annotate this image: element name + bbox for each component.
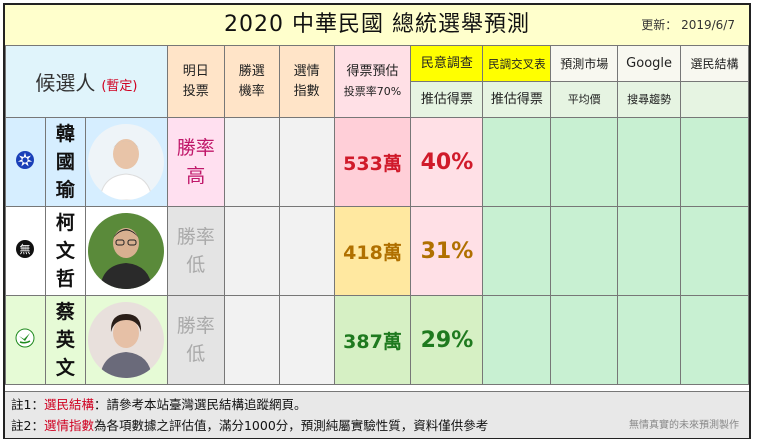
- header-google[interactable]: Google: [617, 45, 682, 82]
- header-market[interactable]: 預測市場: [550, 45, 619, 82]
- tomorrow-vote-cell: 勝率低: [166, 206, 225, 296]
- header-structure[interactable]: 選民結構: [680, 45, 749, 82]
- prediction-table: 候選人 (暫定) 明日 投票 勝選 機率 選情 指數 得票預估 投票率70% 民意調查 民…: [5, 45, 749, 385]
- notes-section: 註1：選民結構：請參考本站臺灣選民結構追蹤網頁。 註2：選情指數為各項數據之評估…: [5, 391, 749, 438]
- vote-estimate-cell: 387萬: [333, 295, 412, 385]
- candidate-photo: [84, 206, 168, 296]
- win-rate-cell: [223, 206, 280, 296]
- google-cell: [617, 206, 682, 296]
- note-2: 註2：選情指數為各項數據之評估值，滿分1000分，預測純屬實驗性質，資料僅供參考: [11, 418, 489, 433]
- note-1: 註1：選民結構：請參考本站臺灣選民結構追蹤網頁。: [11, 397, 307, 412]
- tomorrow-vote-cell: 勝率高: [166, 117, 225, 207]
- avatar: [88, 302, 165, 378]
- vote-estimate-cell: 418萬: [333, 206, 412, 296]
- market-cell: [550, 117, 619, 207]
- market-cell: [550, 206, 619, 296]
- dpp-flag-icon: [15, 328, 35, 348]
- page-title: 2020 中華民國 總統選舉預測: [224, 12, 530, 37]
- svg-text:無: 無: [20, 242, 31, 256]
- table-row: 韓 國 瑜 勝率高 533萬 40%: [5, 117, 749, 207]
- candidate-name: 柯 文 哲: [44, 206, 86, 296]
- prediction-panel: 2020 中華民國 總統選舉預測 更新： 2019/6/7 候選人 (暫定) 明日…: [3, 3, 751, 439]
- poll-percent-cell: 29%: [410, 295, 484, 385]
- win-rate-cell: [223, 295, 280, 385]
- candidate-name: 蔡 英 文: [44, 295, 86, 385]
- cross-poll-cell: [482, 206, 552, 296]
- party-badge-dpp: [5, 295, 46, 385]
- header-index: 選情 指數: [278, 45, 335, 118]
- party-badge-kmt: [5, 117, 46, 207]
- index-cell: [278, 206, 335, 296]
- index-cell: [278, 117, 335, 207]
- title-bar: 2020 中華民國 總統選舉預測 更新： 2019/6/7: [5, 5, 749, 46]
- header-vote-estimate: 得票預估 投票率70%: [333, 45, 412, 118]
- structure-cell: [680, 295, 749, 385]
- tomorrow-vote-cell: 勝率低: [166, 295, 225, 385]
- poll-percent-cell: 40%: [410, 117, 484, 207]
- candidate-name: 韓 國 瑜: [44, 117, 86, 207]
- poll-percent-cell: 31%: [410, 206, 484, 296]
- index-cell: [278, 295, 335, 385]
- cross-poll-cell: [482, 117, 552, 207]
- header-cross-poll[interactable]: 民調交叉表: [482, 45, 552, 82]
- market-cell: [550, 295, 619, 385]
- kmt-sun-icon: [16, 151, 35, 169]
- note-1-link[interactable]: 選民結構: [43, 397, 94, 412]
- avatar: [88, 213, 165, 289]
- subheader-market: 平均價: [550, 81, 619, 118]
- updated-date: 更新： 2019/6/7: [641, 18, 735, 32]
- subheader-google: 搜尋趨勢: [617, 81, 682, 118]
- party-badge-independent: 無: [5, 206, 46, 296]
- subheader-structure: [680, 81, 749, 118]
- win-rate-cell: [223, 117, 280, 207]
- cross-poll-cell: [482, 295, 552, 385]
- subheader-poll: 推估得票: [410, 81, 484, 118]
- candidate-photo: [84, 117, 168, 207]
- structure-cell: [680, 117, 749, 207]
- google-cell: [617, 117, 682, 207]
- header-tomorrow-vote: 明日 投票: [166, 45, 225, 118]
- credit-text: 無情真實的未來預測製作: [629, 420, 739, 431]
- structure-cell: [680, 206, 749, 296]
- google-cell: [617, 295, 682, 385]
- candidate-photo: [84, 295, 168, 385]
- header-win-rate: 勝選 機率: [223, 45, 280, 118]
- vote-estimate-cell: 533萬: [333, 117, 412, 207]
- subheader-cross-poll: 推估得票: [482, 81, 552, 118]
- table-row: 蔡 英 文 勝率低 387萬 29%: [5, 295, 749, 385]
- table-row: 無 柯 文 哲: [5, 206, 749, 296]
- avatar: [88, 124, 165, 200]
- candidate-header: 候選人 (暫定): [5, 45, 168, 118]
- independent-icon: 無: [16, 240, 35, 258]
- header-poll[interactable]: 民意調查: [410, 45, 484, 82]
